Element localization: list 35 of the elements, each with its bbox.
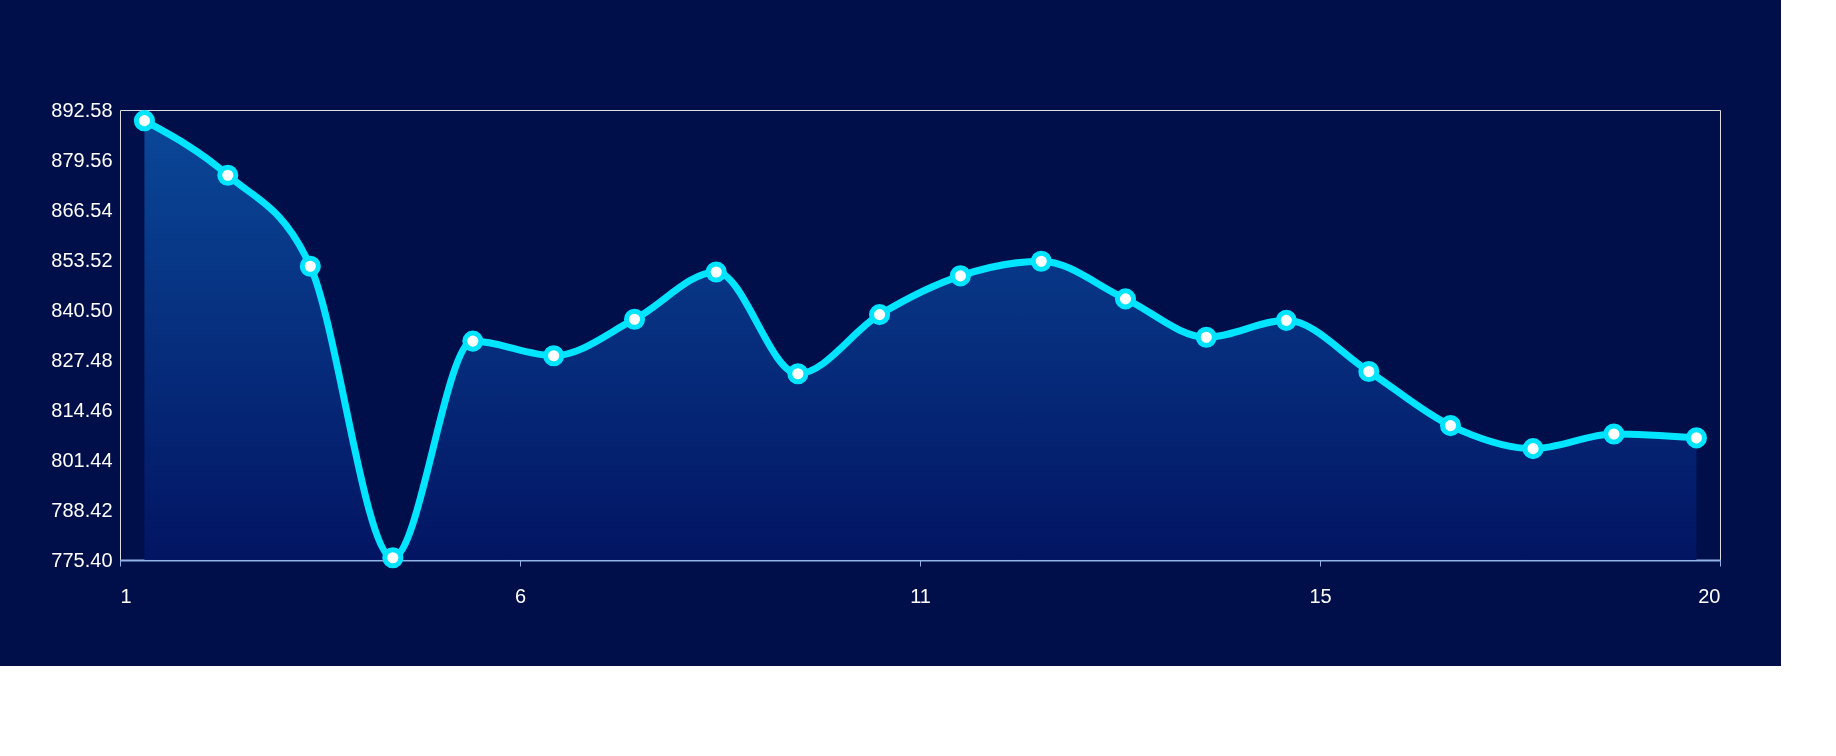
y-tick-label: 801.44 — [51, 448, 113, 471]
point — [1439, 415, 1462, 437]
point — [623, 308, 646, 330]
point — [787, 363, 809, 385]
point — [949, 265, 971, 287]
point — [1275, 309, 1297, 331]
x-tick-label: 1 — [120, 584, 132, 607]
point — [1358, 360, 1380, 382]
point — [705, 261, 727, 283]
y-tick-label: 879.56 — [51, 148, 113, 171]
y-tick-label: 892.58 — [51, 98, 113, 121]
point — [217, 164, 239, 186]
point — [1195, 326, 1217, 348]
point — [869, 304, 891, 326]
point — [1114, 288, 1137, 310]
y-tick-label: 866.54 — [51, 198, 113, 221]
x-tick-label: 11 — [910, 584, 931, 607]
y-tick-label: 775.40 — [51, 548, 113, 571]
point — [1603, 423, 1625, 445]
x-tick-label: 20 — [1698, 584, 1721, 607]
point — [1030, 250, 1052, 272]
point — [462, 330, 484, 352]
point — [1522, 438, 1544, 460]
point — [382, 547, 404, 569]
y-tick-label: 814.46 — [51, 398, 113, 421]
y-tick-label: 853.52 — [51, 248, 113, 271]
y-tick-label: 827.48 — [51, 348, 113, 371]
x-tick-label: 6 — [514, 584, 527, 607]
y-tick-label: 788.42 — [51, 498, 113, 521]
x-tick-label: 15 — [1309, 584, 1332, 607]
point — [1685, 427, 1707, 449]
point — [543, 345, 565, 367]
point — [299, 255, 321, 277]
y-tick-label: 840.50 — [51, 298, 113, 321]
point — [133, 110, 155, 132]
